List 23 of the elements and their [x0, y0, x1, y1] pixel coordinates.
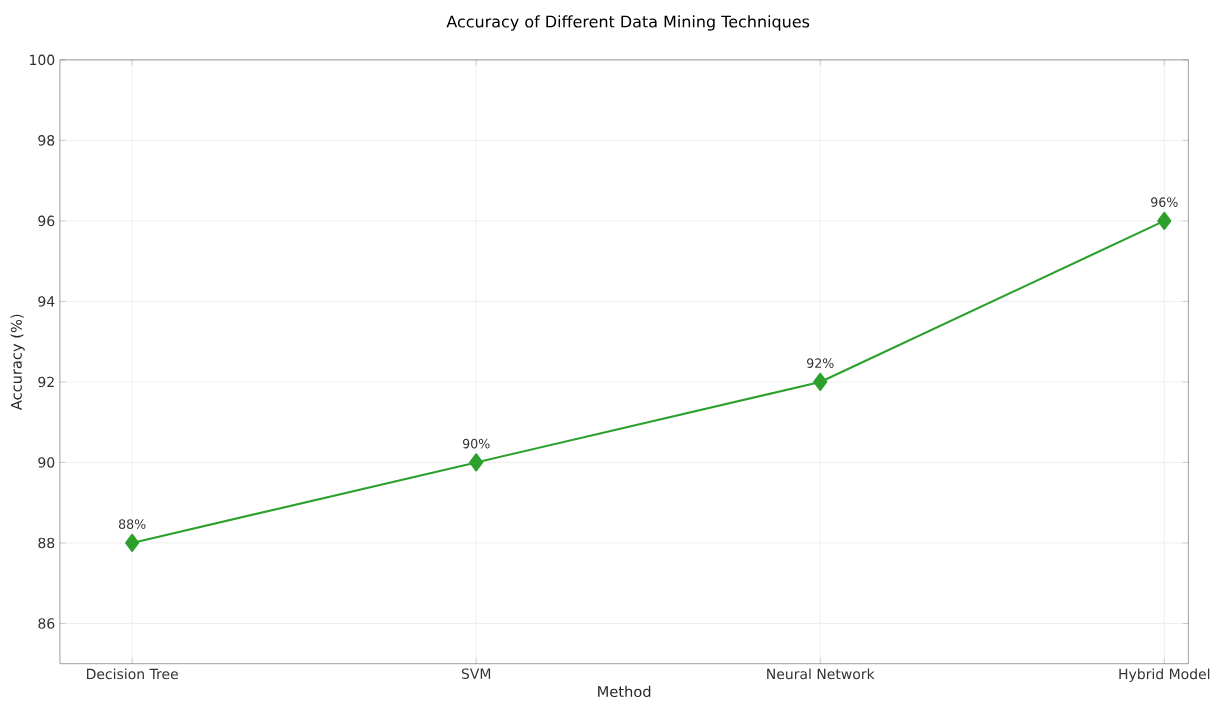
chart-title: Accuracy of Different Data Mining Techniques [446, 15, 810, 31]
y-tick-label: 100 [30, 54, 55, 66]
point [813, 373, 828, 392]
y-tick-label: 96 [38, 215, 55, 227]
x-tick-label: Neural Network [767, 668, 875, 680]
x-axis-title: Method [598, 685, 651, 698]
y-axis-title: Accuracy (%) [10, 314, 25, 411]
data-label: 96% [1151, 197, 1178, 208]
y-tick-label: 86 [38, 618, 55, 629]
data-label: 90% [462, 439, 490, 449]
point [1157, 212, 1172, 231]
y-tick-label: 94 [38, 296, 55, 307]
x-tick-label: Decision Tree [87, 668, 178, 680]
y-tick-label: 98 [38, 135, 55, 146]
y-tick-label: 90 [38, 457, 55, 468]
y-tick-label: 88 [38, 537, 55, 549]
data-label: 88% [118, 519, 146, 530]
data-label: 92% [806, 358, 834, 369]
y-tick-label: 92 [38, 376, 54, 388]
x-tick-label: SVM [461, 668, 491, 680]
point [125, 534, 140, 553]
x-tick-label: Hybrid Model [1119, 668, 1210, 683]
point [469, 453, 484, 472]
